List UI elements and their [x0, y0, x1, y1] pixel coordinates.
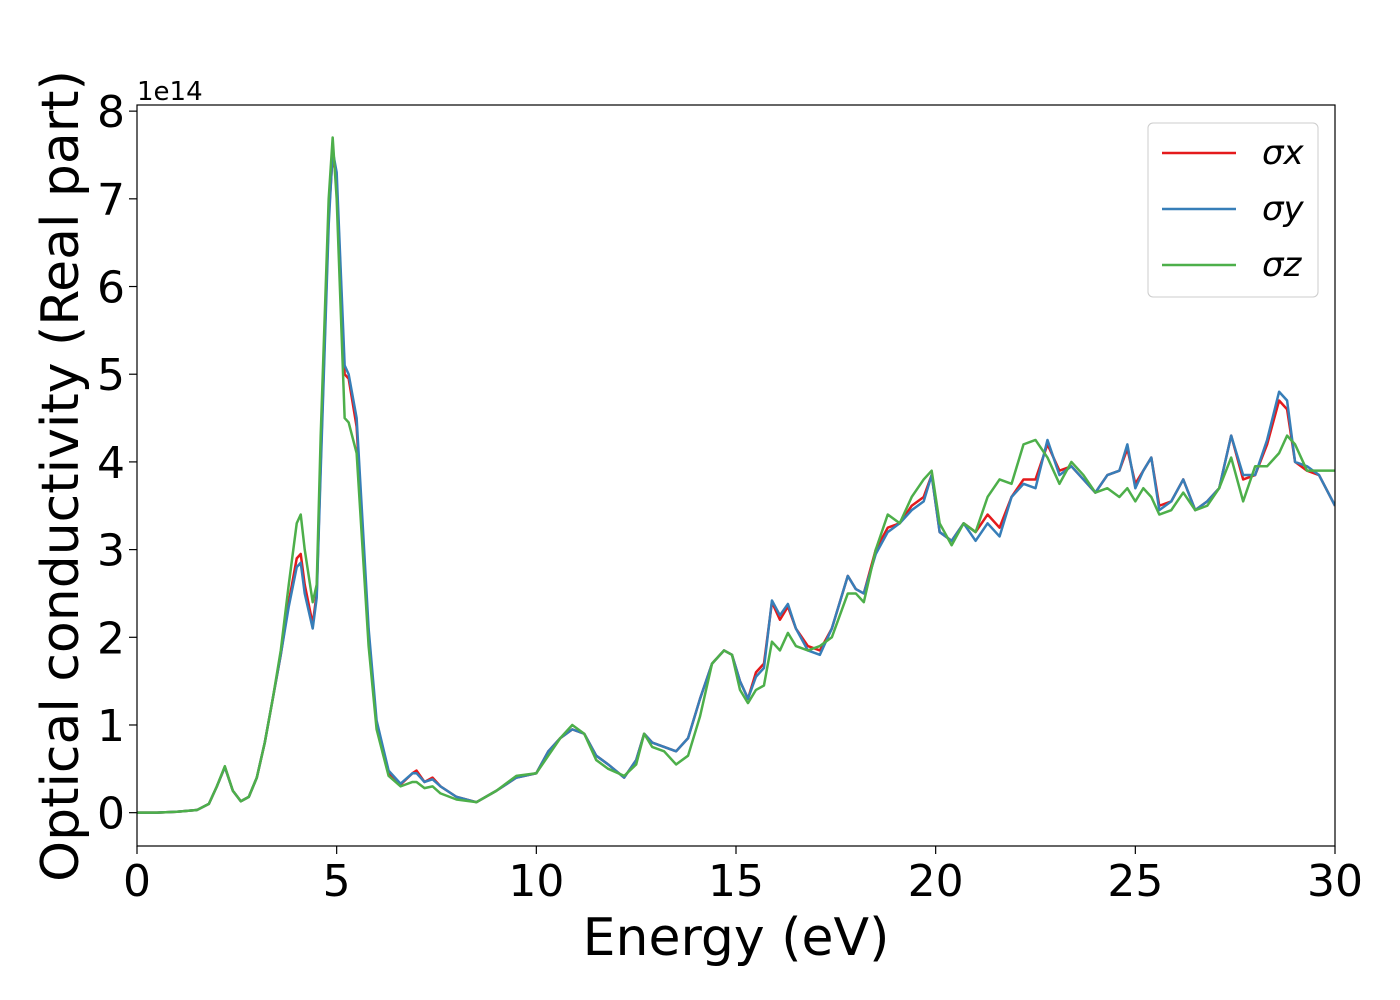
y-tick-label: 5	[97, 350, 125, 401]
y-tick-label: 6	[97, 263, 125, 314]
y-tick-label: 3	[97, 526, 125, 577]
x-axis-label: Energy (eV)	[583, 908, 890, 968]
x-tick-label: 20	[908, 856, 964, 907]
x-tick-label: 30	[1307, 856, 1363, 907]
x-tick-label: 0	[123, 856, 151, 907]
y-tick-label: 2	[97, 613, 125, 664]
x-tick-label: 15	[708, 856, 764, 907]
x-tick-label: 25	[1107, 856, 1163, 907]
x-tick-label: 10	[508, 856, 564, 907]
series-line	[137, 136, 1335, 814]
y-offset-label: 1e14	[137, 77, 203, 107]
y-axis-label: Optical conductivity (Real part)	[31, 70, 91, 882]
y-tick-label: 7	[97, 175, 125, 226]
x-tick-label: 5	[323, 856, 351, 907]
y-tick-label: 4	[97, 438, 125, 489]
y-tick-label: 0	[97, 789, 125, 840]
plot-frame	[136, 104, 1336, 847]
legend-label: σx	[1262, 133, 1305, 173]
legend-label: σy	[1262, 189, 1305, 229]
y-tick-label: 8	[97, 87, 125, 138]
y-tick-label: 1	[97, 701, 125, 752]
legend-label: σz	[1262, 245, 1303, 285]
